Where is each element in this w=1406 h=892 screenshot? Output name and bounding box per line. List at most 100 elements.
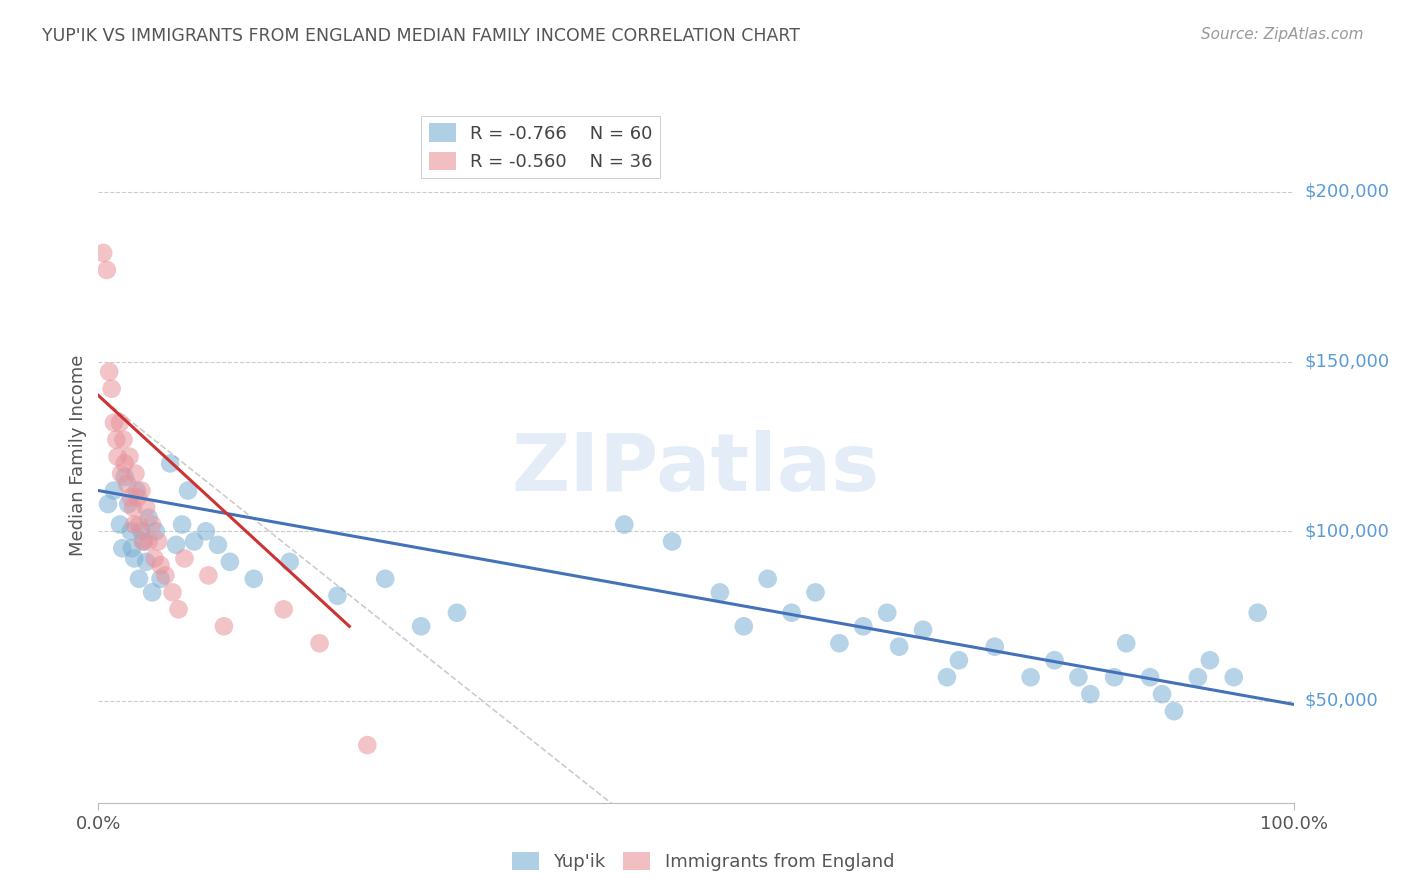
Point <box>149 558 172 573</box>
Point <box>173 551 195 566</box>
Text: $50,000: $50,000 <box>1305 692 1378 710</box>
Point <box>911 623 934 637</box>
Point <box>935 670 957 684</box>
Point <box>141 585 163 599</box>
Point <box>138 534 160 549</box>
Point <box>148 534 170 549</box>
Point <box>108 517 131 532</box>
Point <box>108 416 131 430</box>
Point <box>374 572 396 586</box>
Point <box>118 450 141 464</box>
Point <box>127 491 149 505</box>
Point <box>162 585 184 599</box>
Point <box>128 517 150 532</box>
Point <box>780 606 803 620</box>
Point <box>124 551 146 566</box>
Point <box>135 500 157 515</box>
Point <box>1163 704 1185 718</box>
Text: YUP'IK VS IMMIGRANTS FROM ENGLAND MEDIAN FAMILY INCOME CORRELATION CHART: YUP'IK VS IMMIGRANTS FROM ENGLAND MEDIAN… <box>42 27 800 45</box>
Text: Source: ZipAtlas.com: Source: ZipAtlas.com <box>1201 27 1364 42</box>
Text: ZIPatlas: ZIPatlas <box>512 430 880 508</box>
Point <box>1139 670 1161 684</box>
Point <box>1246 606 1268 620</box>
Point <box>107 450 129 464</box>
Point <box>100 382 122 396</box>
Point <box>122 500 145 515</box>
Text: $150,000: $150,000 <box>1305 352 1389 370</box>
Point <box>1080 687 1102 701</box>
Point <box>446 606 468 620</box>
Point <box>207 538 229 552</box>
Point <box>105 433 128 447</box>
Point <box>124 467 146 481</box>
Point <box>111 541 134 556</box>
Point <box>948 653 970 667</box>
Point <box>112 433 135 447</box>
Point <box>709 585 731 599</box>
Point <box>1150 687 1173 701</box>
Point <box>1102 670 1125 684</box>
Point <box>356 738 378 752</box>
Point <box>983 640 1005 654</box>
Point <box>131 483 153 498</box>
Point <box>120 524 142 539</box>
Point <box>91 246 114 260</box>
Point <box>183 534 205 549</box>
Point <box>889 640 911 654</box>
Point <box>131 524 153 539</box>
Point <box>219 555 242 569</box>
Point <box>212 619 235 633</box>
Point <box>1067 670 1090 684</box>
Point <box>143 551 166 566</box>
Point <box>1198 653 1220 667</box>
Point <box>1019 670 1042 684</box>
Point <box>828 636 851 650</box>
Point <box>96 263 118 277</box>
Point <box>804 585 827 599</box>
Point <box>138 510 160 524</box>
Point <box>1043 653 1066 667</box>
Point <box>110 467 132 481</box>
Point <box>155 568 177 582</box>
Point <box>308 636 330 650</box>
Point <box>278 555 301 569</box>
Point <box>1115 636 1137 650</box>
Point <box>243 572 266 586</box>
Legend: Yup'ik, Immigrants from England: Yup'ik, Immigrants from England <box>505 845 901 879</box>
Point <box>159 457 181 471</box>
Point <box>135 555 157 569</box>
Text: $100,000: $100,000 <box>1305 523 1389 541</box>
Point <box>103 416 125 430</box>
Point <box>172 517 194 532</box>
Text: $200,000: $200,000 <box>1305 183 1389 201</box>
Point <box>131 534 153 549</box>
Point <box>165 538 187 552</box>
Point <box>114 457 136 471</box>
Point <box>114 470 136 484</box>
Point <box>97 497 120 511</box>
Point <box>103 483 125 498</box>
Point <box>197 568 219 582</box>
Point <box>141 517 163 532</box>
Point <box>1187 670 1209 684</box>
Point <box>177 483 200 498</box>
Point <box>132 534 155 549</box>
Point <box>661 534 683 549</box>
Point <box>98 365 121 379</box>
Point <box>1222 670 1246 684</box>
Point <box>613 517 636 532</box>
Point <box>194 524 217 539</box>
Point <box>124 517 146 532</box>
Legend: R = -0.766    N = 60, R = -0.560    N = 36: R = -0.766 N = 60, R = -0.560 N = 36 <box>422 116 659 178</box>
Point <box>273 602 295 616</box>
Point <box>145 524 167 539</box>
Point <box>326 589 349 603</box>
Point <box>125 483 148 498</box>
Y-axis label: Median Family Income: Median Family Income <box>69 354 87 556</box>
Point <box>411 619 433 633</box>
Point <box>120 491 142 505</box>
Point <box>167 602 190 616</box>
Point <box>733 619 755 633</box>
Point <box>115 476 138 491</box>
Point <box>876 606 898 620</box>
